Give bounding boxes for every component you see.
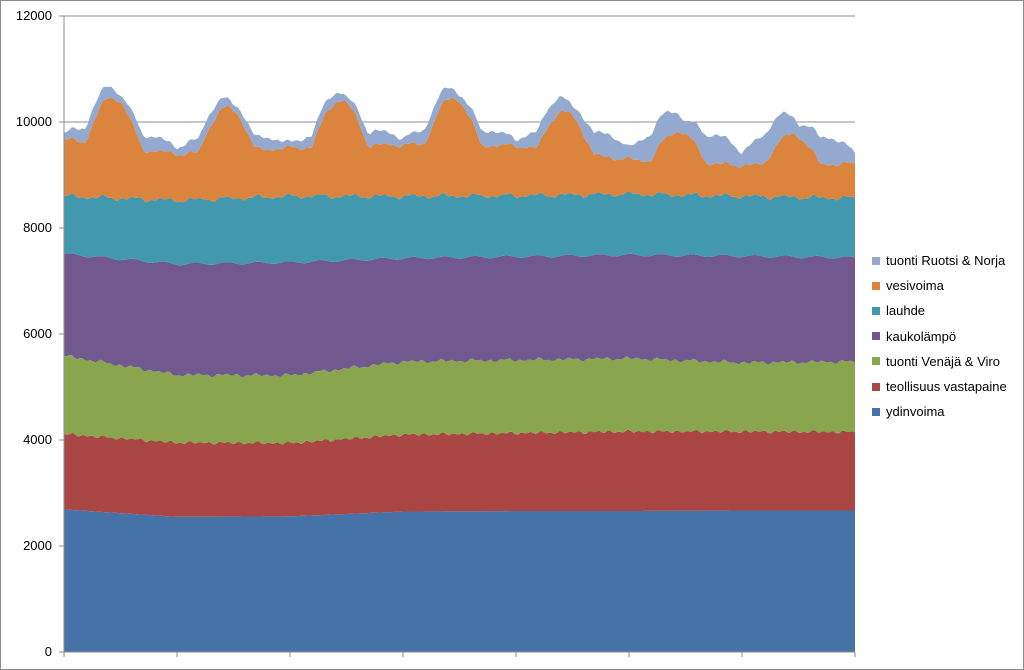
legend-item: ydinvoima — [872, 399, 1022, 424]
legend-swatch — [872, 357, 880, 366]
y-tick-label: 0 — [45, 644, 52, 659]
legend-item: teollisuus vastapaine — [872, 374, 1022, 399]
area-lauhde — [64, 190, 855, 266]
area-vesivoima — [64, 97, 855, 203]
y-tick-label: 8000 — [23, 220, 52, 235]
legend-swatch — [872, 382, 880, 391]
legend-label: teollisuus vastapaine — [886, 379, 1007, 395]
area-teollisuus-vastapaine — [64, 429, 855, 517]
legend-swatch — [872, 281, 880, 290]
area-ydinvoima — [64, 509, 855, 652]
legend-label: kaukolämpö — [886, 328, 957, 344]
legend-label: tuonti Ruotsi & Norja — [886, 253, 1006, 269]
legend-item: lauhde — [872, 298, 1022, 323]
legend-item: tuonti Venäjä & Viro — [872, 349, 1022, 374]
x-axis-ticks — [63, 652, 856, 657]
legend-swatch — [872, 407, 880, 416]
area-kaukol-mp- — [64, 253, 855, 378]
legend-label: ydinvoima — [886, 404, 945, 420]
legend-item: kaukolämpö — [872, 324, 1022, 349]
legend-swatch — [872, 306, 880, 315]
y-tick-label: 10000 — [16, 114, 52, 129]
y-tick-label: 2000 — [23, 538, 52, 553]
y-axis-ticks: 0 2000 4000 6000 8000 10000 12000 — [16, 8, 64, 659]
legend-label: tuonti Venäjä & Viro — [886, 353, 1000, 369]
area-series — [64, 86, 855, 652]
legend-label: vesivoima — [886, 278, 944, 294]
area-tuonti-ven-j-viro — [64, 355, 855, 445]
legend-item: vesivoima — [872, 273, 1022, 298]
legend-swatch — [872, 256, 880, 265]
legend-label: lauhde — [886, 303, 926, 319]
y-tick-label: 12000 — [16, 8, 52, 23]
legend-swatch — [872, 332, 880, 341]
legend-item: tuonti Ruotsi & Norja — [872, 248, 1022, 273]
y-tick-label: 4000 — [23, 432, 52, 447]
area-tuonti-ruotsi-norja — [64, 86, 855, 168]
y-tick-label: 6000 — [23, 326, 52, 341]
legend: tuonti Ruotsi & Norja vesivoima lauhde kauk… — [872, 248, 1022, 424]
